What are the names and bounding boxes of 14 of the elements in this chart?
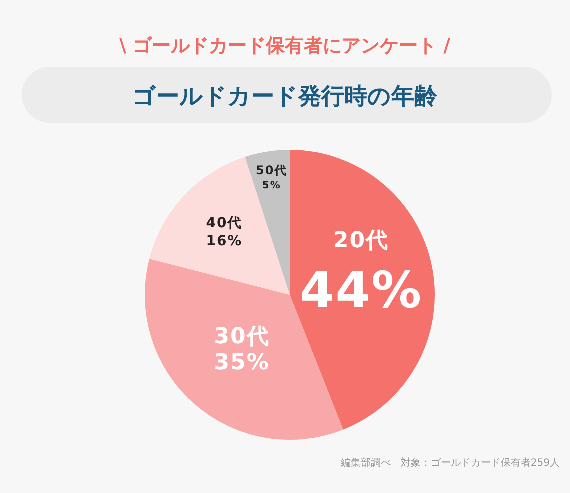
data-label: 16% [206, 233, 243, 250]
data-label: 5% [262, 180, 282, 192]
pie-slice [150, 157, 290, 295]
slice-label: 40代 [206, 215, 243, 232]
slice-label: 50代 [256, 163, 288, 178]
pie-slice [290, 150, 435, 430]
chart-title: ゴールドカード発行時の年齢 [132, 84, 438, 110]
data-label: 35% [214, 350, 270, 376]
pie-slice [245, 150, 290, 295]
data-label: 44% [300, 261, 423, 320]
slice-label: 20代 [333, 228, 390, 254]
chart-subtitle: \ ゴールドカード保有者にアンケート / [119, 35, 451, 57]
slice-label: 30代 [214, 324, 270, 350]
text: 編集部調べ 対象：ゴールドカード保有者259人 [340, 457, 560, 469]
